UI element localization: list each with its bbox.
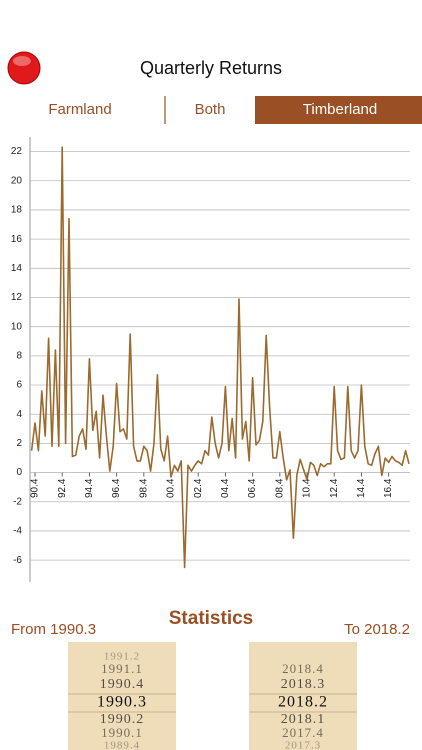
x-tick-label: 16.4 [383,478,394,498]
picker-selected[interactable]: 2018.2 [278,694,328,711]
y-tick-label: -6 [13,555,22,566]
picker-item[interactable]: 2018.4 [282,661,324,676]
x-tick-label: 96.4 [111,478,122,498]
y-tick-label: 2 [16,438,22,449]
x-tick-label: 98.4 [138,478,149,498]
x-tick-label: 02.4 [193,478,204,498]
y-tick-label: 6 [16,380,22,391]
return-line [30,146,410,569]
to-picker[interactable] [249,642,357,750]
x-tick-label: 00.4 [166,478,177,498]
picker-item[interactable]: 2017.3 [285,740,321,750]
button-shine [13,56,31,66]
picker-item[interactable]: 1990.2 [100,712,145,727]
y-tick-label: -4 [13,526,22,537]
y-tick-label: 10 [11,321,23,332]
y-tick-label: 14 [11,263,23,274]
y-tick-label: 12 [11,292,23,303]
x-tick-label: 12.4 [329,478,340,498]
y-tick-label: 22 [11,146,23,157]
picker-item[interactable]: 1989.4 [104,740,140,750]
tab[interactable]: Timberland [303,101,377,118]
x-tick-label: 10.4 [302,478,313,498]
y-tick-label: 0 [16,467,22,478]
picker-item[interactable]: 2018.3 [281,677,326,692]
x-tick-label: 14.4 [356,478,367,498]
close-button[interactable] [7,51,41,85]
title: Quarterly Returns [140,58,282,78]
to-label: To 2018.2 [344,621,410,638]
tab[interactable]: Farmland [48,101,111,118]
tab[interactable]: Both [195,101,226,118]
y-tick-label: 4 [16,409,22,420]
from-picker[interactable] [68,642,176,750]
picker-item[interactable]: 1991.2 [104,651,140,663]
picker-selected[interactable]: 1990.3 [97,694,147,711]
x-tick-label: 04.4 [220,478,231,498]
picker-item[interactable]: 2017.4 [282,725,324,740]
tab-selected-bg [255,96,422,124]
picker-item[interactable]: 1991.1 [101,661,143,676]
statistics-title: Statistics [169,608,253,629]
y-tick-label: -2 [13,496,22,507]
y-tick-label: 18 [11,205,23,216]
x-tick-label: 94.4 [84,478,95,498]
x-tick-label: 08.4 [274,478,285,498]
y-tick-label: 8 [16,350,22,361]
y-tick-label: 16 [11,234,23,245]
x-tick-label: 90.4 [30,478,41,498]
picker-item[interactable]: 2018.1 [281,712,326,727]
picker-item[interactable]: 1990.4 [100,677,145,692]
picker-item[interactable]: 1990.1 [101,725,143,740]
x-tick-label: 92.4 [57,478,68,498]
x-tick-label: 06.4 [247,478,258,498]
y-tick-label: 20 [11,175,23,186]
from-label: From 1990.3 [11,621,96,638]
